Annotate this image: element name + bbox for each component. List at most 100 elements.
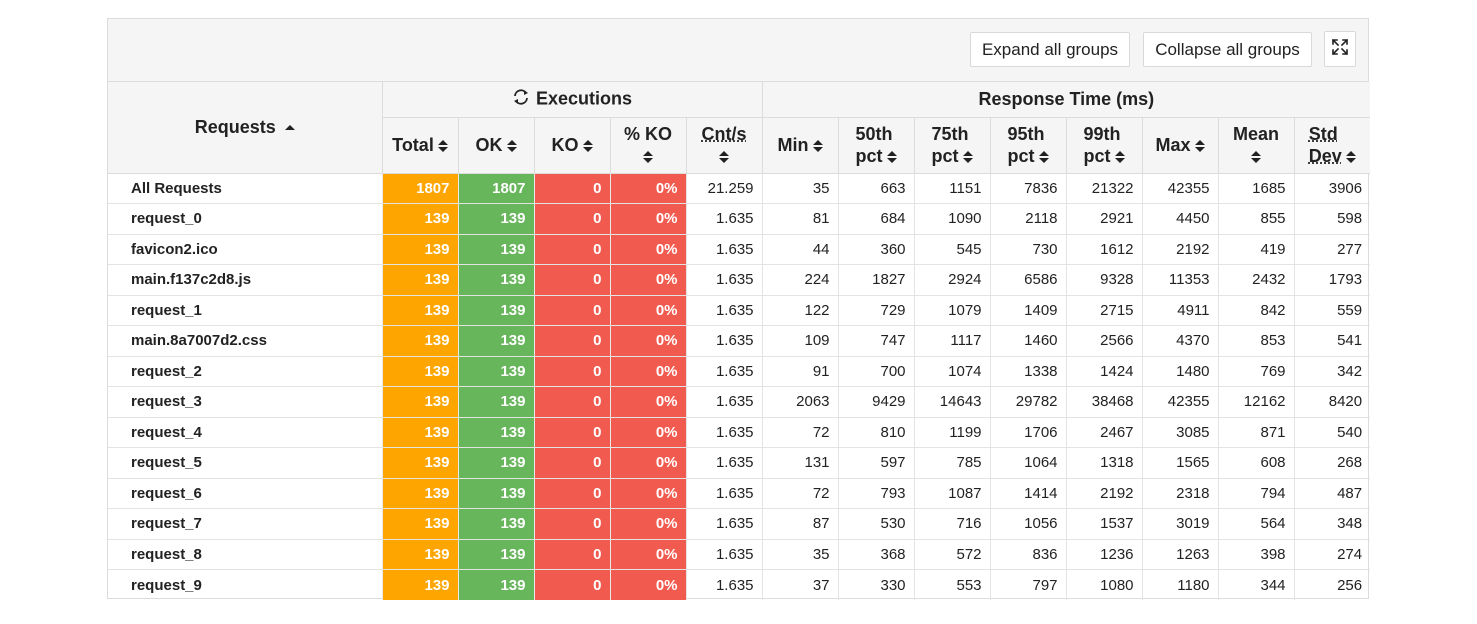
- mean-cell: 344: [1217, 569, 1295, 600]
- col-pct-ko[interactable]: % KO: [609, 117, 686, 174]
- col-total[interactable]: Total: [381, 117, 458, 174]
- table-row: request_1 139 139 0 0% 1.635 122 729 1079 1409 271…: [108, 295, 1371, 326]
- request-name[interactable]: All Requests: [108, 173, 382, 204]
- statistics-panel: Expand all groups Collapse all groups: [107, 18, 1371, 600]
- collapse-all-groups-button[interactable]: Collapse all groups: [1143, 32, 1312, 67]
- p75-cell: 572: [913, 539, 991, 570]
- request-name[interactable]: request_5: [108, 447, 382, 479]
- p50-cell: 729: [837, 295, 915, 326]
- p95-cell: 2118: [989, 203, 1067, 235]
- pct-ko-cell: 0%: [609, 417, 686, 448]
- p95-cell: 1056: [989, 508, 1067, 540]
- min-cell: 87: [761, 508, 839, 540]
- request-name[interactable]: request_1: [108, 295, 382, 326]
- p99-cell: 38468: [1065, 386, 1143, 418]
- sort-icon: [506, 139, 517, 153]
- ok-cell: 139: [457, 508, 534, 540]
- cnt-s-cell: 1.635: [685, 356, 763, 387]
- pct-ko-cell: 0%: [609, 173, 686, 204]
- mean-cell: 769: [1217, 356, 1295, 387]
- col-mean[interactable]: Mean: [1217, 117, 1295, 174]
- sort-icon: [1194, 139, 1205, 153]
- response-time-header-label: Response Time (ms): [978, 88, 1155, 109]
- total-cell: 139: [381, 295, 458, 326]
- request-name[interactable]: main.8a7007d2.css: [108, 325, 382, 357]
- total-cell: 139: [381, 325, 458, 357]
- request-name[interactable]: request_2: [108, 356, 382, 387]
- p99-cell: 2566: [1065, 325, 1143, 357]
- col-p99[interactable]: 99th pct: [1065, 117, 1143, 174]
- p50-cell: 1827: [837, 264, 915, 296]
- ko-cell: 0: [533, 325, 610, 357]
- request-name[interactable]: request_6: [108, 478, 382, 509]
- col-cnt-s[interactable]: Cnt/s: [685, 117, 763, 174]
- pct-ko-cell: 0%: [609, 386, 686, 418]
- requests-header[interactable]: Requests: [108, 82, 383, 174]
- request-name[interactable]: favicon2.ico: [108, 234, 382, 265]
- p75-cell: 14643: [913, 386, 991, 418]
- col-p50[interactable]: 50th pct: [837, 117, 915, 174]
- total-cell: 1807: [381, 173, 458, 204]
- std-dev-cell: 559: [1293, 295, 1371, 326]
- mean-cell: 794: [1217, 478, 1295, 509]
- min-cell: 81: [761, 203, 839, 235]
- col-max[interactable]: Max: [1141, 117, 1219, 174]
- cnt-s-cell: 1.635: [685, 203, 763, 235]
- col-std-dev[interactable]: Std Dev: [1293, 117, 1371, 174]
- ko-cell: 0: [533, 417, 610, 448]
- min-cell: 72: [761, 417, 839, 448]
- ko-cell: 0: [533, 447, 610, 479]
- table-row: request_0 139 139 0 0% 1.635 81 684 1090 2118 2921…: [108, 203, 1371, 235]
- col-ko[interactable]: KO: [533, 117, 610, 174]
- request-name[interactable]: request_0: [108, 203, 382, 235]
- col-p75[interactable]: 75th pct: [913, 117, 991, 174]
- request-name[interactable]: request_4: [108, 417, 382, 448]
- ok-cell: 139: [457, 356, 534, 387]
- ko-cell: 0: [533, 203, 610, 235]
- p95-cell: 7836: [989, 173, 1067, 204]
- col-min[interactable]: Min: [761, 117, 839, 174]
- requests-header-label: Requests: [194, 116, 276, 137]
- p95-cell: 1414: [989, 478, 1067, 509]
- p95-cell: 1706: [989, 417, 1067, 448]
- mean-cell: 398: [1217, 539, 1295, 570]
- ko-cell: 0: [533, 569, 610, 600]
- ko-cell: 0: [533, 356, 610, 387]
- std-dev-cell: 277: [1293, 234, 1371, 265]
- expand-all-groups-button[interactable]: Expand all groups: [970, 32, 1130, 67]
- cnt-s-cell: 1.635: [685, 508, 763, 540]
- sort-icon: [812, 139, 823, 153]
- std-dev-cell: 268: [1293, 447, 1371, 479]
- min-cell: 2063: [761, 386, 839, 418]
- min-cell: 44: [761, 234, 839, 265]
- request-name[interactable]: request_8: [108, 539, 382, 570]
- ok-cell: 139: [457, 234, 534, 265]
- table-row: request_9 139 139 0 0% 1.635 37 330 553 797 1080 11…: [108, 569, 1371, 600]
- p75-cell: 1199: [913, 417, 991, 448]
- response-time-group-header: Response Time (ms): [761, 82, 1371, 118]
- executions-header-label: Executions: [535, 88, 633, 108]
- total-cell: 139: [381, 203, 458, 235]
- ok-cell: 139: [457, 325, 534, 357]
- min-cell: 131: [761, 447, 839, 479]
- max-cell: 4911: [1141, 295, 1219, 326]
- max-cell: 2318: [1141, 478, 1219, 509]
- request-name[interactable]: main.f137c2d8.js: [108, 264, 382, 296]
- p95-cell: 797: [989, 569, 1067, 600]
- p99-cell: 1318: [1065, 447, 1143, 479]
- executions-group-header: Executions: [381, 82, 763, 118]
- request-name[interactable]: request_3: [108, 386, 382, 418]
- expand-arrows-icon: [1331, 38, 1349, 61]
- total-cell: 139: [381, 417, 458, 448]
- fullscreen-button[interactable]: [1324, 31, 1356, 67]
- request-name[interactable]: request_9: [131, 576, 202, 594]
- p75-cell: 1151: [913, 173, 991, 204]
- col-p95[interactable]: 95th pct: [989, 117, 1067, 174]
- ok-cell: 139: [457, 478, 534, 509]
- request-name[interactable]: request_7: [108, 508, 382, 540]
- mean-cell: 419: [1217, 234, 1295, 265]
- statistics-rows: All Requests 1807 1807 0 0% 21.259 35 663 1151 78…: [108, 173, 1371, 600]
- pct-ko-cell: 0%: [609, 234, 686, 265]
- col-ok[interactable]: OK: [457, 117, 534, 174]
- total-cell: 139: [381, 447, 458, 479]
